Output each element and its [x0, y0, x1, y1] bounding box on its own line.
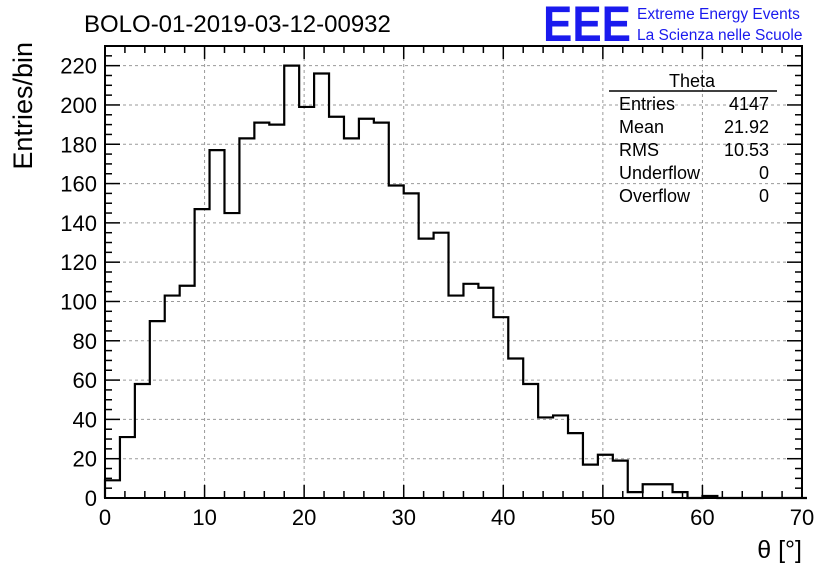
y-tick-label: 220	[60, 54, 97, 79]
eee-logo-line2: La Scienza nelle Scuole	[637, 27, 802, 44]
histogram-bin	[344, 138, 359, 498]
histogram-bin	[314, 74, 329, 498]
x-tick-label: 50	[591, 505, 615, 530]
stats-title: Theta	[669, 71, 716, 91]
histogram-bin	[463, 284, 478, 498]
stats-box: Theta Entries 4147 Mean 21.92 RMS 10.53 Underf…	[609, 71, 777, 206]
x-tick-labels: 0 10 20 30 40 50 60 70	[99, 505, 814, 530]
histogram-bin	[374, 123, 389, 498]
histogram-bin	[583, 465, 598, 498]
y-tick-label: 80	[73, 329, 97, 354]
histogram-bin	[239, 138, 254, 498]
stats-row-label: Mean	[619, 117, 664, 137]
stats-row-label: Overflow	[619, 186, 691, 206]
run-title: BOLO-01-2019-03-12-00932	[84, 11, 391, 38]
stats-row-value: 0	[759, 186, 769, 206]
histogram-bin	[269, 125, 284, 498]
histogram-bin	[538, 417, 553, 498]
histogram-bin	[120, 437, 135, 498]
x-tick-label: 30	[391, 505, 415, 530]
histogram-bin	[553, 415, 568, 498]
histogram-bin	[329, 117, 344, 498]
eee-logo-line1: Extreme Energy Events	[637, 6, 800, 23]
histogram-bin	[389, 186, 404, 498]
histogram-bin	[135, 384, 150, 498]
histogram-bin	[195, 209, 210, 498]
histogram-bin	[449, 296, 464, 498]
x-tick-label: 20	[292, 505, 316, 530]
y-tick-label: 60	[73, 368, 97, 393]
eee-logo: EEE	[543, 0, 631, 52]
x-axis-title: θ [°]	[757, 536, 802, 564]
x-tick-label: 0	[99, 505, 111, 530]
y-tick-label: 180	[60, 132, 97, 157]
histogram-bin	[419, 239, 434, 498]
histogram-bin	[598, 455, 613, 498]
histogram-bin	[643, 484, 658, 498]
histogram-bin	[434, 233, 449, 498]
stats-row-label: RMS	[619, 140, 659, 160]
histogram-bin	[210, 150, 225, 498]
histogram-bin	[493, 317, 508, 498]
stats-row-value: 4147	[729, 94, 769, 114]
stats-row-value: 10.53	[724, 140, 769, 160]
histogram-bin	[284, 66, 299, 498]
y-tick-labels: 0 20 40 60 80 100 120 140 160 180 200 220	[60, 54, 97, 511]
histogram-bin	[105, 480, 120, 498]
stats-row-label: Underflow	[619, 163, 701, 183]
histogram-bin	[508, 358, 523, 498]
histogram-bin	[478, 288, 493, 498]
grid-lines	[105, 46, 802, 498]
histogram-bin	[224, 213, 239, 498]
stats-row-label: Entries	[619, 94, 675, 114]
x-tick-label: 70	[790, 505, 814, 530]
histogram-bin	[658, 484, 673, 498]
histogram-bin	[523, 384, 538, 498]
stats-row-value: 0	[759, 163, 769, 183]
y-tick-label: 120	[60, 250, 97, 275]
x-tick-label: 60	[690, 505, 714, 530]
stats-rows: Entries 4147 Mean 21.92 RMS 10.53 Underflow 0 Ov…	[619, 94, 769, 206]
histogram-bin	[404, 193, 419, 498]
histogram-bin	[299, 107, 314, 498]
histogram-bin	[568, 433, 583, 498]
histogram-bin	[180, 286, 195, 498]
x-tick-label: 40	[491, 505, 515, 530]
y-tick-label: 100	[60, 289, 97, 314]
y-tick-label: 200	[60, 93, 97, 118]
y-tick-label: 0	[85, 486, 97, 511]
y-tick-label: 140	[60, 211, 97, 236]
histogram-bin	[613, 461, 628, 498]
y-tick-label: 160	[60, 172, 97, 197]
y-axis-title: Entries/bin	[8, 42, 38, 170]
histogram-bin	[359, 119, 374, 498]
stats-row-value: 21.92	[724, 117, 769, 137]
histogram-bin	[165, 296, 180, 498]
y-tick-label: 40	[73, 407, 97, 432]
y-tick-label: 20	[73, 447, 97, 472]
histogram-bin	[254, 123, 269, 498]
axis-ticks	[104, 45, 803, 499]
histogram-outline	[103, 64, 807, 500]
histogram-bin	[150, 321, 165, 498]
x-tick-label: 10	[192, 505, 216, 530]
